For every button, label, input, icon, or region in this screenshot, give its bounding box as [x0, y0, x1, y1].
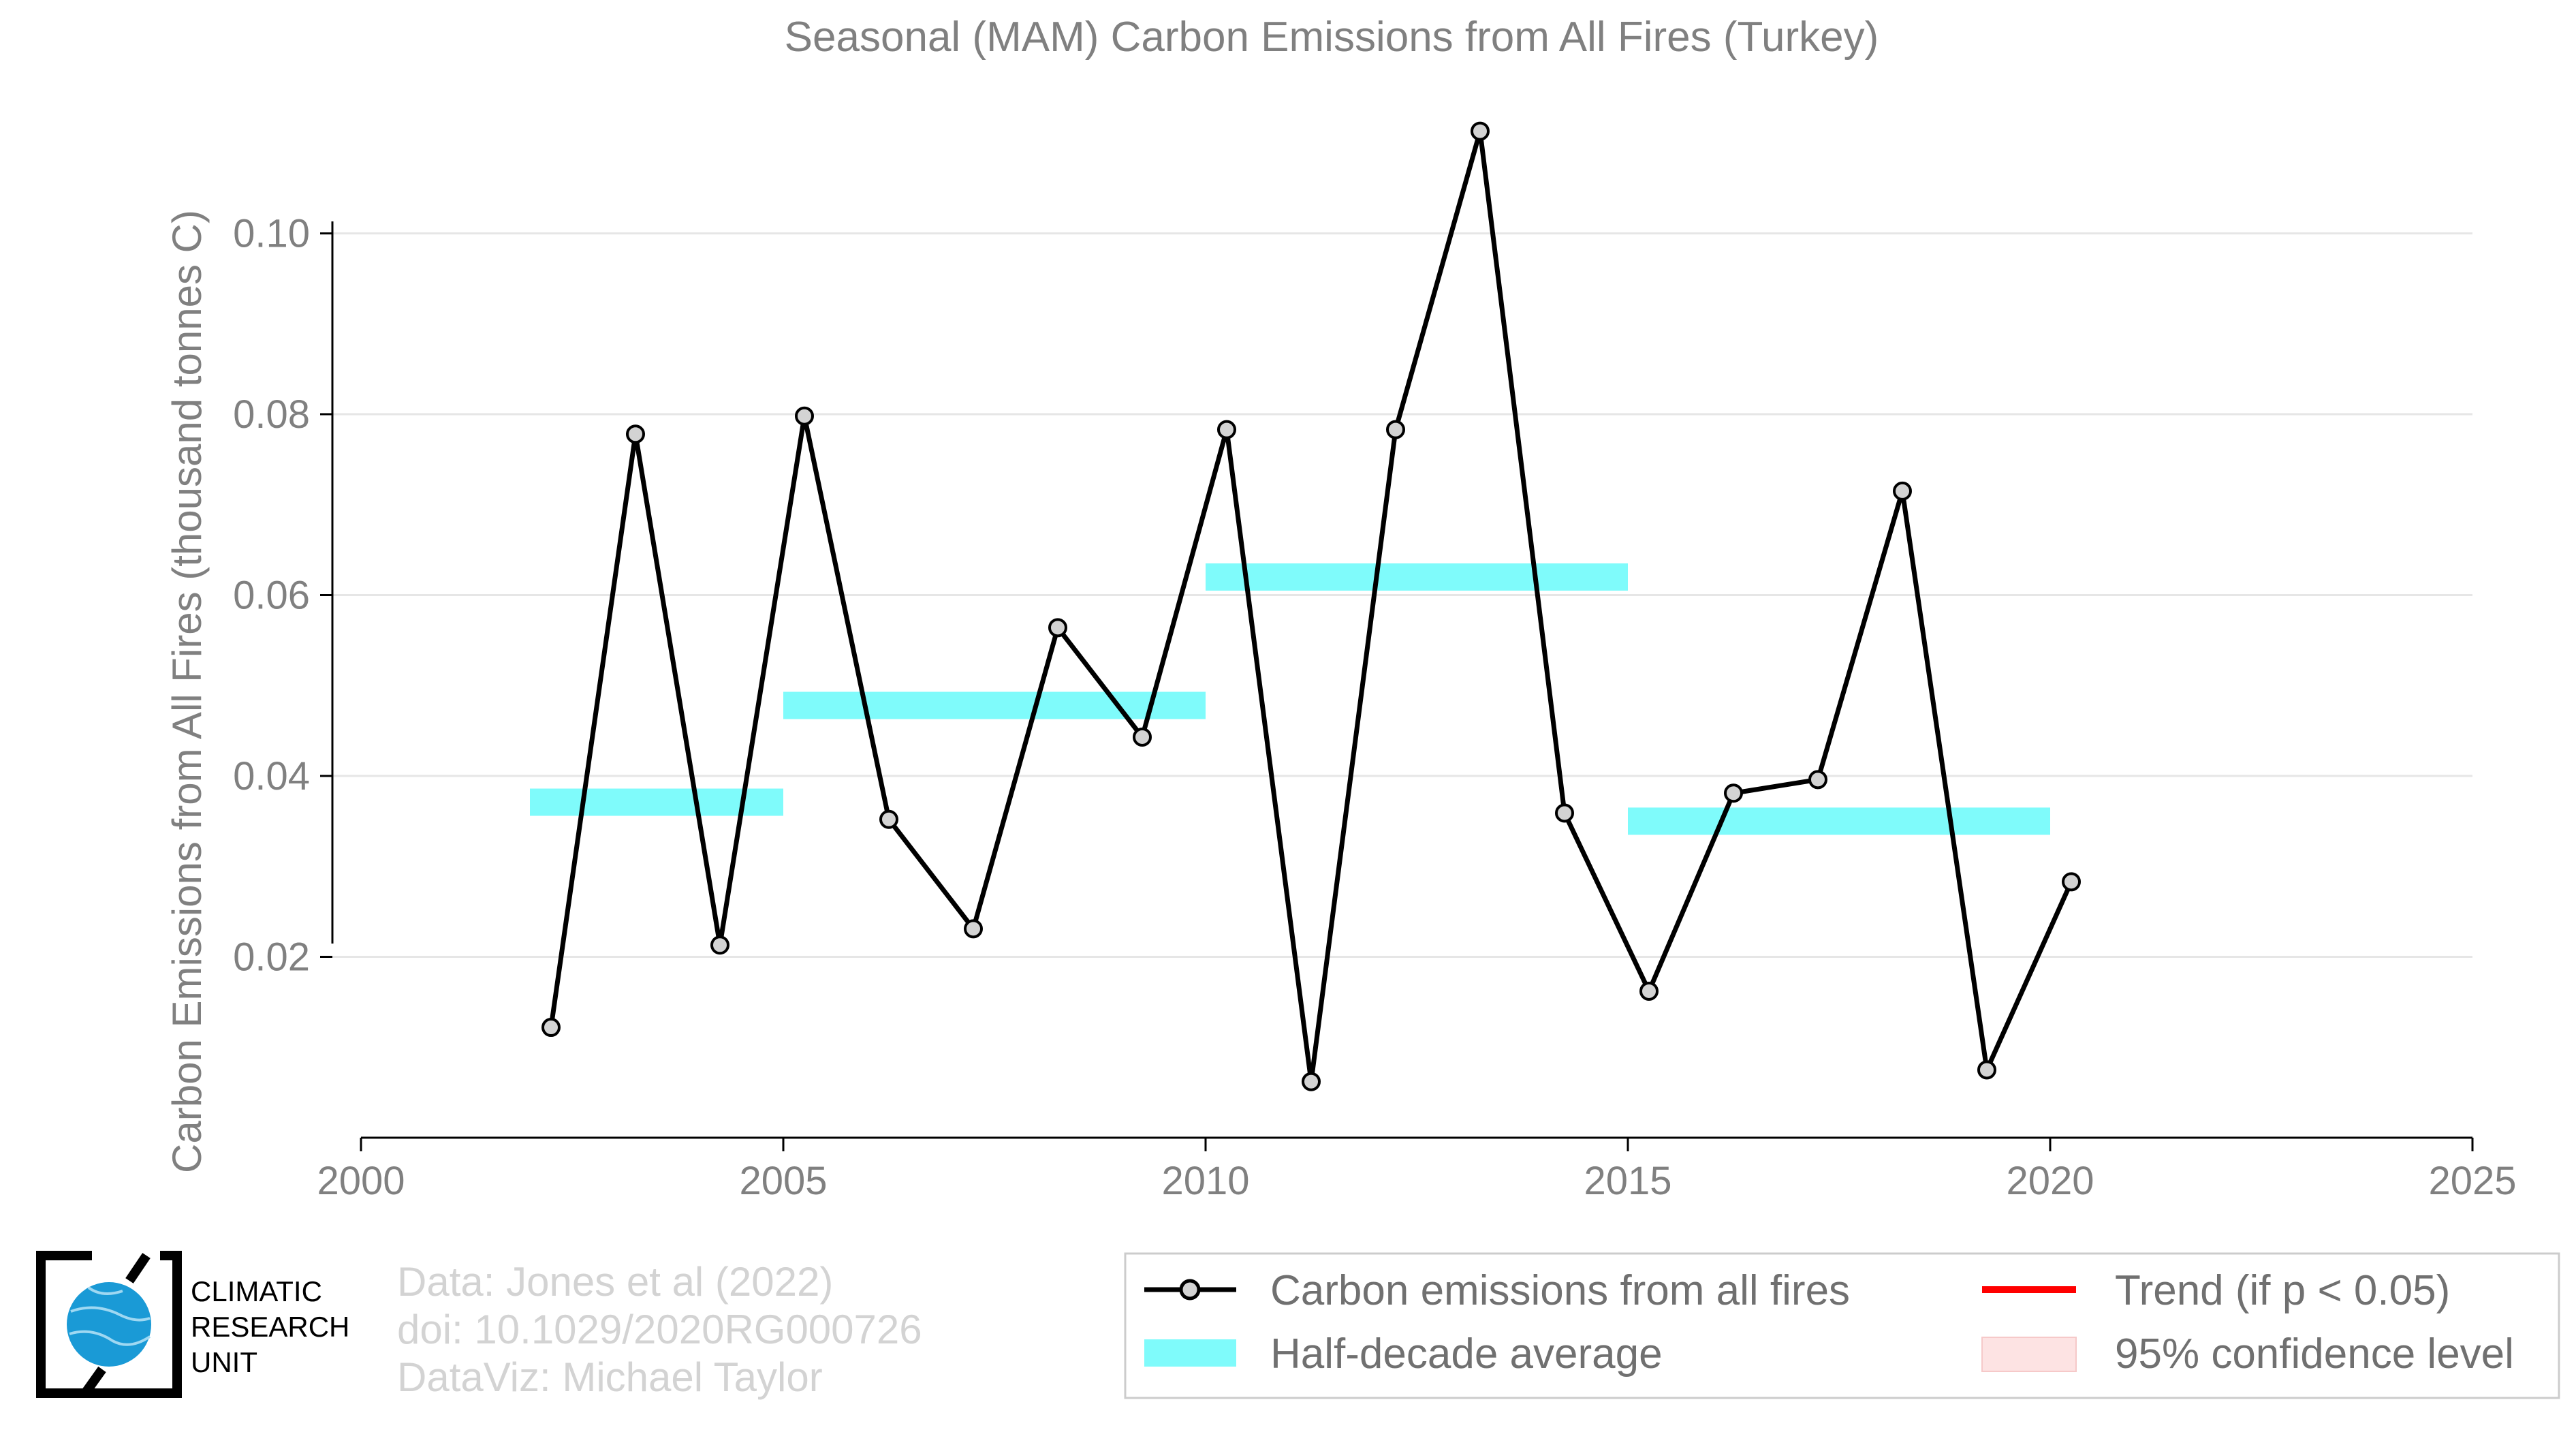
cru-logo: CLIMATIC RESEARCH UNIT — [36, 1251, 349, 1398]
y-tick-label: 0.04 — [233, 754, 310, 798]
y-gridlines — [332, 232, 2472, 959]
emissions-point — [879, 809, 898, 829]
legend-swatch-half-decade — [1144, 1339, 1236, 1367]
legend-label-half-decade: Half-decade average — [1270, 1330, 1663, 1377]
y-tick-label: 0.06 — [233, 574, 310, 618]
credit-dataviz: DataViz: Michael Taylor — [397, 1354, 823, 1400]
y-tick-label: 0.10 — [233, 212, 310, 256]
legend-swatch-confidence — [1981, 1337, 2077, 1372]
emissions-point — [626, 424, 645, 444]
emissions-point — [1386, 420, 1405, 439]
x-tick-label: 2000 — [317, 1159, 405, 1203]
emissions-series — [541, 121, 2081, 1091]
credit-doi: doi: 10.1029/2020RG000726 — [397, 1307, 922, 1352]
logo-slash-top — [125, 1253, 151, 1283]
globe-lines — [69, 1286, 151, 1346]
emissions-point — [1302, 1072, 1321, 1091]
y-axis-label: Carbon Emissions from All Fires (thousan… — [164, 210, 210, 1173]
emissions-point — [1048, 618, 1067, 638]
legend-marker-emissions — [1179, 1279, 1201, 1301]
logo-slash-bottom — [81, 1366, 106, 1397]
emissions-point — [1133, 727, 1152, 747]
x-axis: 2000 2005 2010 2015 2020 2025 — [317, 1136, 2517, 1203]
x-tick-label: 2025 — [2428, 1159, 2516, 1203]
emissions-point — [1808, 770, 1827, 790]
chart-title: Seasonal (MAM) Carbon Emissions from All… — [785, 14, 1879, 61]
emissions-point — [1977, 1060, 1996, 1080]
legend-label-trend: Trend (if p < 0.05) — [2115, 1267, 2450, 1314]
legend-label-emissions: Carbon emissions from all fires — [1270, 1267, 1850, 1314]
emissions-point — [1555, 803, 1574, 823]
emissions-point — [710, 935, 729, 955]
x-tick-label: 2020 — [2006, 1159, 2094, 1203]
emissions-point — [1724, 783, 1743, 803]
half-decade-band — [1628, 807, 2050, 835]
x-tick-label: 2005 — [739, 1159, 827, 1203]
emissions-point — [1639, 981, 1659, 1001]
x-tick-label: 2010 — [1161, 1159, 1249, 1203]
logo-text-3: UNIT — [191, 1346, 257, 1378]
emissions-line — [548, 129, 2074, 1085]
emissions-point — [1217, 420, 1236, 439]
emissions-point — [2062, 872, 2081, 892]
emissions-point — [1471, 121, 1490, 141]
credit-data: Data: Jones et al (2022) — [397, 1259, 833, 1305]
y-tick-label: 0.08 — [233, 392, 310, 437]
logo-text-2: RESEARCH — [191, 1311, 349, 1343]
emissions-point — [541, 1018, 561, 1038]
legend-label-confidence: 95% confidence level — [2115, 1330, 2514, 1377]
logo-text-1: CLIMATIC — [191, 1275, 322, 1307]
credits: Data: Jones et al (2022) doi: 10.1029/20… — [397, 1259, 922, 1400]
emissions-point — [964, 919, 983, 939]
half-decade-band — [783, 691, 1206, 719]
legend-box — [1124, 1252, 2560, 1399]
emissions-point — [1893, 481, 1912, 501]
legend: Carbon emissions from all fires Half-dec… — [1124, 1252, 2560, 1399]
half-decade-bands — [530, 563, 2050, 835]
emissions-point — [795, 406, 814, 426]
x-tick-label: 2015 — [1584, 1159, 1671, 1203]
half-decade-band — [1206, 563, 1628, 591]
y-tick-label: 0.02 — [233, 935, 310, 980]
y-axis: 0.02 0.04 0.06 0.08 0.10 — [233, 212, 334, 980]
